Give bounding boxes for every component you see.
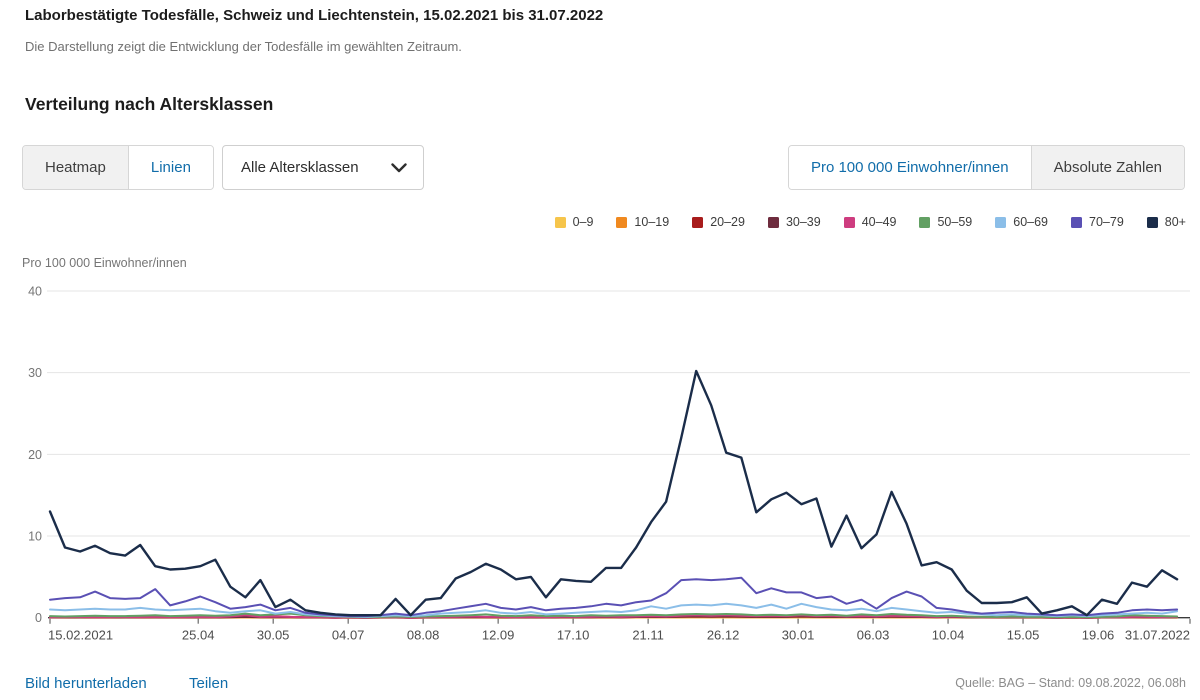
legend-item[interactable]: 10–19 — [616, 215, 669, 229]
x-tick-label: 30.05 — [257, 628, 290, 643]
source-note: Quelle: BAG – Stand: 09.08.2022, 06.08h — [955, 676, 1186, 690]
x-tick-label: 10.04 — [932, 628, 965, 643]
x-tick-label: 25.04 — [182, 628, 215, 643]
x-tick-label: 19.06 — [1082, 628, 1115, 643]
x-tick-label: 08.08 — [407, 628, 440, 643]
legend: 0–9 10–19 20–29 30–39 40–49 50–59 60–69 70–79 80… — [532, 215, 1186, 229]
x-tick-label: 12.09 — [482, 628, 515, 643]
legend-swatch-icon — [919, 216, 931, 228]
share-link[interactable]: Teilen — [189, 675, 229, 692]
legend-label: 0–9 — [572, 215, 594, 229]
page-subtitle: Die Darstellung zeigt die Entwicklung de… — [25, 39, 462, 54]
legend-label: 10–19 — [634, 215, 670, 229]
legend-swatch-icon — [1071, 216, 1083, 228]
legend-label: 80+ — [1164, 215, 1186, 229]
y-tick-label: 30 — [28, 366, 42, 380]
legend-item[interactable]: 80+ — [1146, 215, 1186, 229]
legend-label: 70–79 — [1089, 215, 1124, 229]
series-line-60–69[interactable] — [49, 602, 1179, 618]
legend-swatch-icon — [554, 216, 566, 228]
y-axis-label: Pro 100 000 Einwohner/innen — [22, 256, 187, 270]
y-tick-label: 10 — [28, 530, 42, 544]
toggle-absolute[interactable]: Absolute Zahlen — [1030, 146, 1184, 189]
age-class-dropdown[interactable]: Alle Altersklassen — [222, 145, 424, 190]
legend-label: 40–49 — [861, 215, 897, 229]
download-image-link[interactable]: Bild herunterladen — [25, 675, 147, 692]
legend-swatch-icon — [1146, 216, 1158, 228]
line-chart[interactable]: 0 10 20 30 40 15.02.2021 25.04 30.05 04.07 08.08 1… — [0, 250, 1200, 650]
x-tick-label: 26.12 — [707, 628, 740, 643]
legend-swatch-icon — [616, 216, 628, 228]
x-tick-label: 17.10 — [557, 628, 590, 643]
series-line-50–59[interactable] — [49, 612, 1179, 619]
chevron-down-icon — [391, 162, 407, 173]
legend-item[interactable]: 20–29 — [692, 215, 745, 229]
series-line-80+[interactable] — [48, 369, 1179, 617]
section-heading: Verteilung nach Altersklassen — [25, 94, 274, 114]
x-tick-label: 21.11 — [632, 628, 664, 643]
legend-label: 30–39 — [785, 215, 821, 229]
toggle-heatmap[interactable]: Heatmap — [23, 146, 128, 189]
view-toggle: Heatmap Linien — [22, 145, 214, 190]
x-tick-label: 06.03 — [857, 628, 890, 643]
legend-label: 20–29 — [710, 215, 745, 229]
legend-label: 60–69 — [1013, 215, 1049, 229]
y-tick-label: 20 — [28, 448, 42, 462]
series-line-70–79[interactable] — [49, 576, 1179, 618]
legend-swatch-icon — [843, 216, 855, 228]
legend-item[interactable]: 70–79 — [1071, 215, 1124, 229]
age-class-dropdown-value: Alle Altersklassen — [241, 159, 359, 176]
y-tick-label: 40 — [28, 285, 42, 299]
x-tick-label: 30.01 — [782, 628, 815, 643]
legend-item[interactable]: 50–59 — [919, 215, 972, 229]
y-tick-label: 0 — [35, 611, 42, 625]
x-tick-label: 15.05 — [1007, 628, 1040, 643]
legend-label: 50–59 — [937, 215, 973, 229]
legend-item[interactable]: 60–69 — [995, 215, 1048, 229]
legend-swatch-icon — [995, 216, 1007, 228]
page-title: Laborbestätigte Todesfälle, Schweiz und … — [25, 7, 604, 24]
unit-toggle: Pro 100 000 Einwohner/innen Absolute Zah… — [787, 145, 1185, 190]
x-tick-label: 15.02.2021 — [48, 628, 113, 643]
legend-item[interactable]: 30–39 — [767, 215, 821, 229]
legend-swatch-icon — [767, 216, 779, 228]
toggle-per-100k[interactable]: Pro 100 000 Einwohner/innen — [788, 146, 1031, 189]
legend-item[interactable]: 40–49 — [843, 215, 897, 229]
x-tick-label: 04.07 — [332, 628, 365, 643]
toggle-linien[interactable]: Linien — [127, 146, 213, 189]
legend-swatch-icon — [692, 216, 704, 228]
legend-item[interactable]: 0–9 — [554, 215, 594, 229]
x-tick-label: 31.07.2022 — [1125, 628, 1190, 643]
